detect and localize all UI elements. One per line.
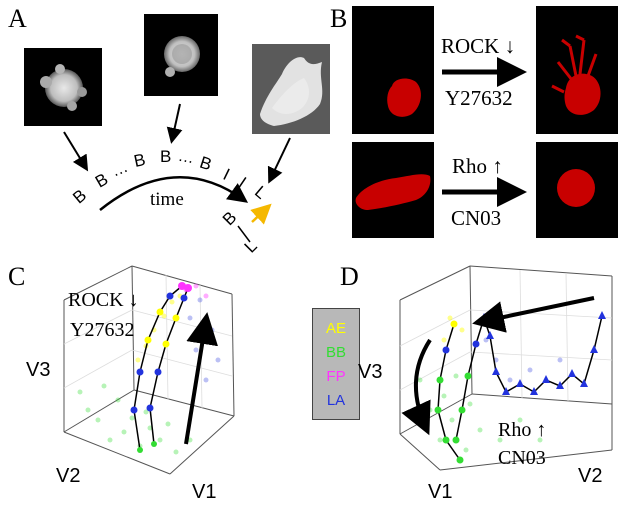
panel-c-box bbox=[63, 265, 235, 475]
panel-label-a: A bbox=[8, 4, 27, 33]
arrow-to-sequence-3 bbox=[267, 137, 291, 184]
cell-image-bleb-2 bbox=[144, 14, 218, 96]
legend-item-la: LA bbox=[326, 392, 346, 409]
rock-label: ROCK ↓ bbox=[441, 34, 516, 58]
seq-5: B bbox=[160, 147, 172, 166]
panel-d-axis-v2: V2 bbox=[578, 465, 603, 487]
time-arrow bbox=[99, 176, 249, 211]
arrow-to-sequence-1 bbox=[63, 131, 89, 172]
panel-d-annotation-lower: CN03 bbox=[498, 447, 546, 469]
panel-d-direction-arrow bbox=[472, 296, 595, 333]
cell-after-rho-shape bbox=[557, 169, 595, 207]
cell-before-rho-shape bbox=[355, 174, 431, 210]
panel-c-direction-arrow bbox=[184, 312, 218, 445]
cell-image-after-rho bbox=[536, 142, 618, 238]
cell-lamellipodia-shape bbox=[260, 57, 323, 126]
panel-d-scatter bbox=[417, 315, 563, 453]
panel-c-points bbox=[130, 282, 192, 453]
panel-label-c: C bbox=[8, 262, 26, 291]
panel-c-axis-v1: V1 bbox=[192, 481, 217, 503]
cell-before-rock-shape bbox=[387, 78, 421, 117]
panel-label-d: D bbox=[340, 262, 359, 291]
time-label: time bbox=[150, 189, 184, 210]
y27632-label: Y27632 bbox=[445, 86, 513, 110]
panel-d-curved-arrow bbox=[401, 338, 432, 436]
legend: AE BB FP LA bbox=[312, 308, 360, 420]
legend-item-ae: AE bbox=[325, 320, 346, 337]
cell-image-before-rock bbox=[352, 6, 434, 134]
transition-stroke bbox=[237, 225, 251, 243]
cell-bleb-1-shape bbox=[40, 64, 87, 111]
panel-d-axis-v3: V3 bbox=[358, 361, 383, 383]
panel-d-axis-v1: V1 bbox=[428, 481, 453, 503]
cell-image-bleb-1 bbox=[24, 48, 102, 126]
cell-image-after-rock bbox=[536, 6, 618, 134]
legend-item-fp: FP bbox=[326, 368, 346, 385]
cell-after-rock-shape bbox=[551, 34, 601, 115]
panel-c-axis-v3: V3 bbox=[26, 359, 51, 381]
legend-item-bb: BB bbox=[325, 344, 346, 361]
cell-image-lamellipodia bbox=[252, 44, 330, 134]
cn03-label: CN03 bbox=[451, 206, 502, 230]
arrow-to-sequence-2 bbox=[166, 103, 183, 144]
panel-c-annotation-lower: Y27632 bbox=[70, 319, 135, 341]
rho-label: Rho ↑ bbox=[452, 154, 503, 178]
panel-d-annotation-upper: Rho ↑ bbox=[498, 419, 547, 441]
cell-bleb-2-shape bbox=[164, 36, 200, 77]
panel-c-annotation-upper: ROCK ↓ bbox=[68, 289, 139, 311]
transition-arrow bbox=[250, 203, 272, 225]
cell-image-before-rho bbox=[352, 142, 434, 238]
panel-label-b: B bbox=[330, 4, 348, 33]
panel-c-axis-v2: V2 bbox=[56, 465, 81, 487]
